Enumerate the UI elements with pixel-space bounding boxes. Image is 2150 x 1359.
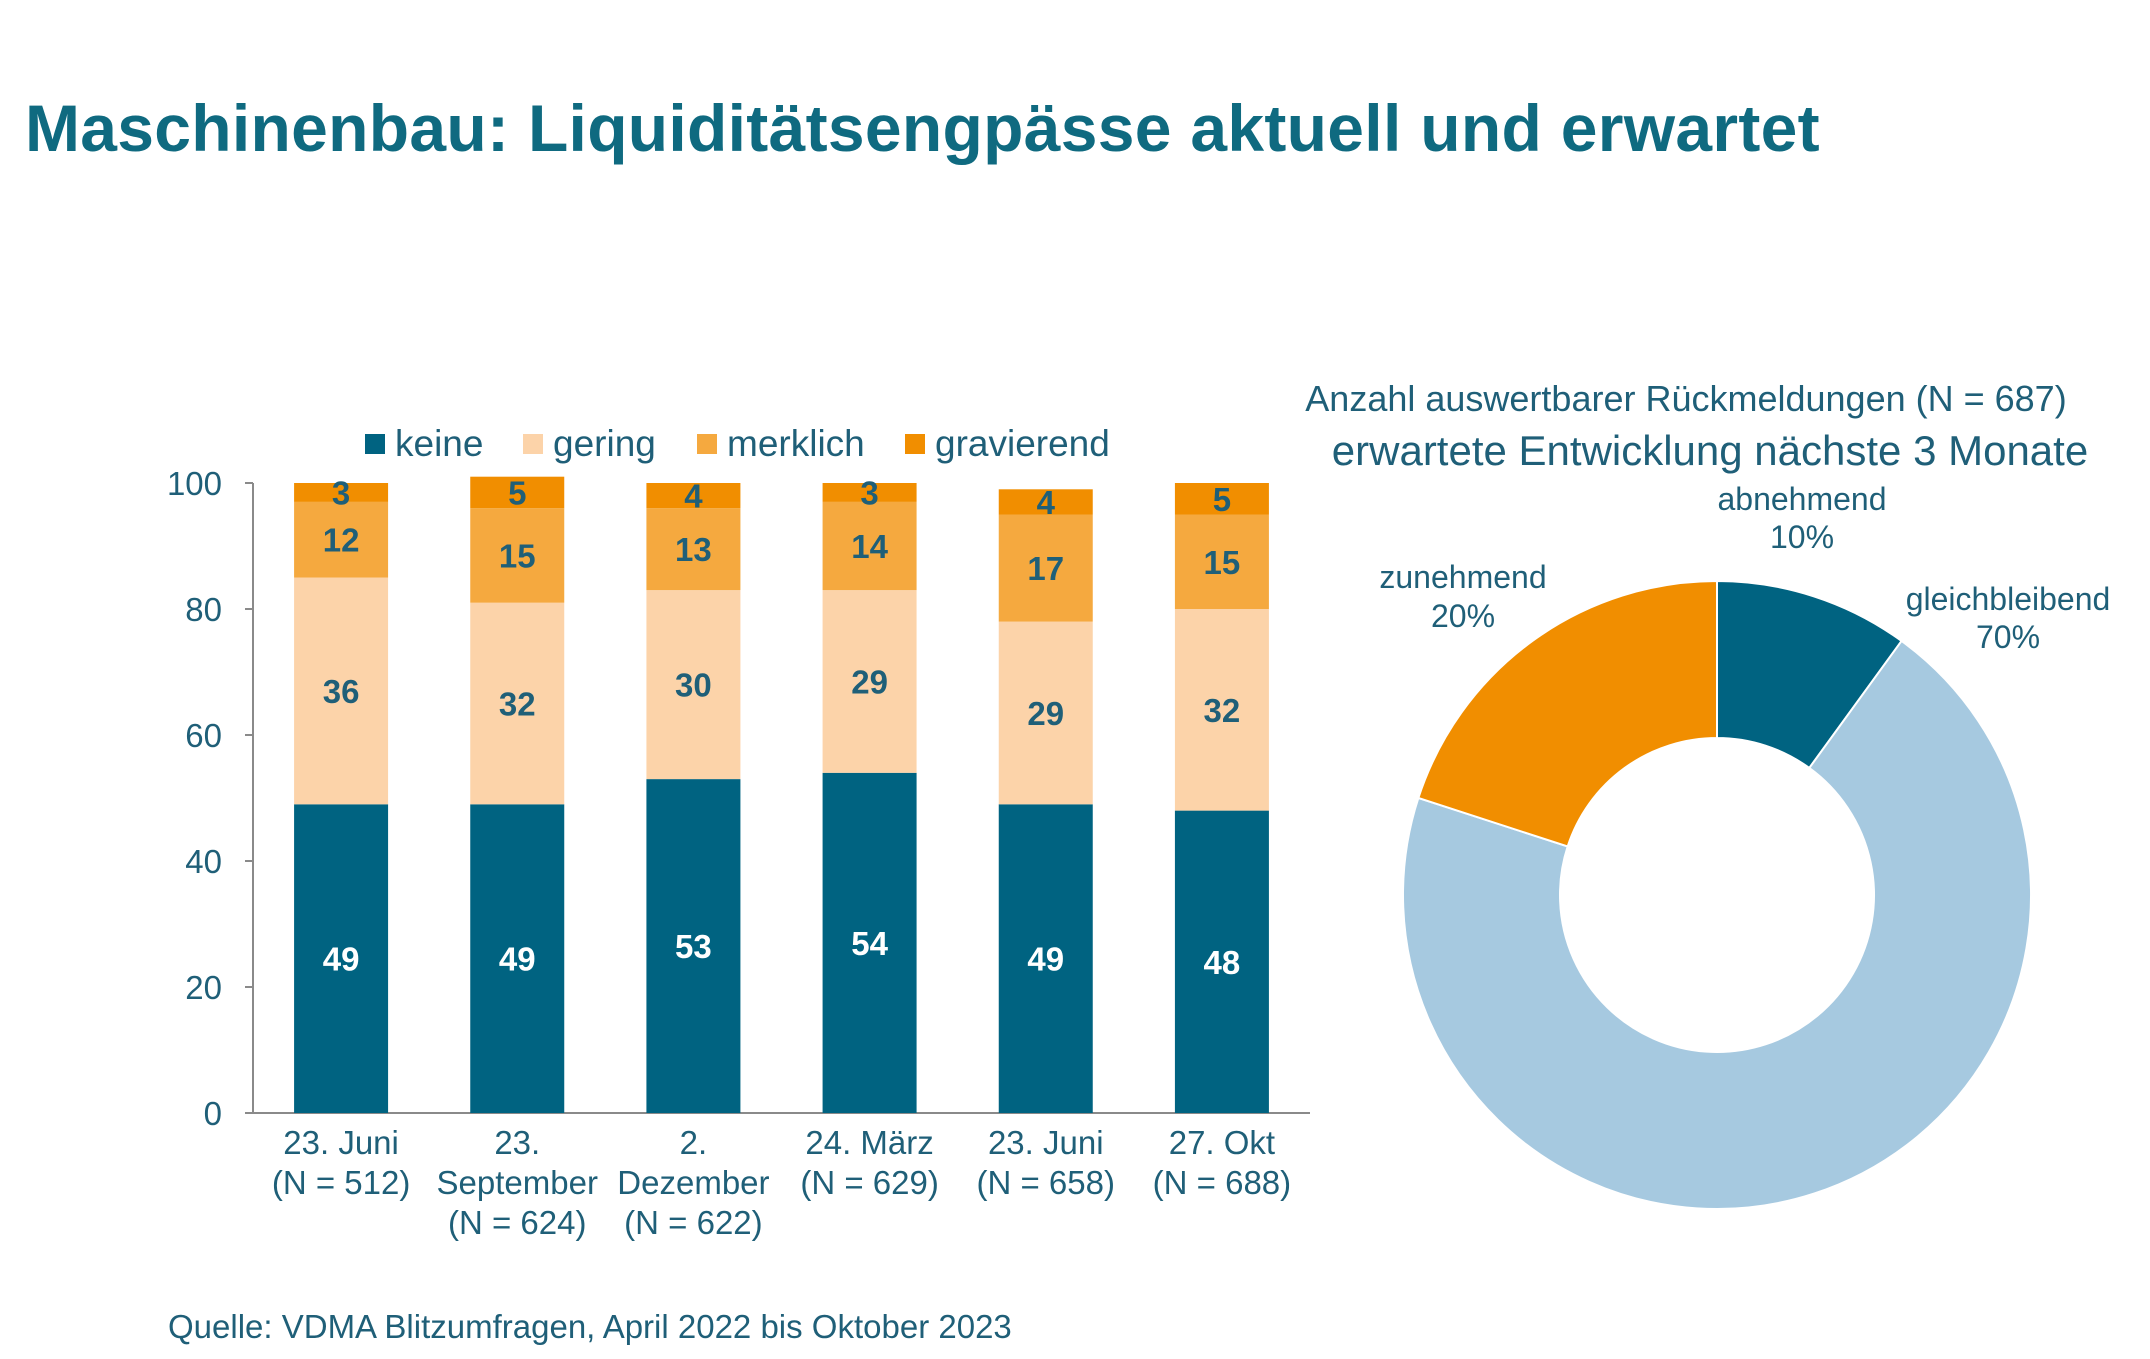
bar-gravierend-0 [294, 483, 389, 502]
data-label-gering-4: 29 [1027, 695, 1064, 732]
bar-gravierend-4 [998, 489, 1093, 515]
y-tick-label: 60 [185, 717, 222, 754]
data-label-gravierend-3: 3 [860, 474, 878, 511]
data-label-keine-3: 54 [851, 925, 888, 962]
data-label-gering-3: 29 [851, 663, 888, 700]
legend-label-keine: keine [395, 423, 483, 464]
data-label-merklich-4: 17 [1027, 550, 1064, 587]
y-tick-label: 80 [185, 591, 222, 628]
source-note: Quelle: VDMA Blitzumfragen, April 2022 b… [168, 1308, 1012, 1345]
bar-gering-3 [822, 590, 917, 773]
bar-gravierend-3 [822, 483, 917, 502]
donut-title: erwartete Entwicklung nächste 3 Monate [1332, 427, 2088, 474]
data-label-keine-4: 49 [1027, 941, 1064, 978]
data-label-gravierend-1: 5 [508, 474, 526, 511]
donut-value-abnehmend: 10% [1770, 519, 1834, 555]
x-tick-label-1: 23. September (N = 624) [437, 1124, 598, 1241]
x-tick-label-2: 2. Dezember (N = 622) [617, 1124, 769, 1241]
bar-gering-5 [1174, 609, 1269, 811]
data-label-merklich-1: 15 [499, 537, 536, 574]
x-tick-label-3: 24. März (N = 629) [800, 1124, 938, 1201]
bar-gering-0 [294, 577, 389, 805]
legend-label-gering: gering [553, 423, 656, 464]
bar-gravierend-5 [1174, 483, 1269, 515]
x-tick-label-5: 27. Okt (N = 688) [1153, 1124, 1291, 1201]
donut-value-zunehmend: 20% [1431, 598, 1495, 634]
bar-merklich-4 [998, 514, 1093, 622]
data-label-merklich-5: 15 [1204, 544, 1241, 581]
bar-keine-5 [1174, 810, 1269, 1113]
bar-gering-1 [470, 602, 565, 805]
bar-keine-4 [998, 804, 1093, 1113]
data-label-merklich-0: 12 [323, 522, 360, 559]
data-label-gering-5: 32 [1204, 692, 1241, 729]
bar-merklich-3 [822, 501, 917, 591]
legend-swatch-gering [523, 434, 543, 454]
data-label-keine-5: 48 [1204, 944, 1241, 981]
data-label-gravierend-2: 4 [684, 478, 703, 515]
donut-value-gleichbleibend: 70% [1976, 619, 2040, 655]
data-label-gering-0: 36 [323, 673, 360, 710]
data-label-gering-2: 30 [675, 667, 712, 704]
bar-keine-3 [822, 772, 917, 1113]
bar-gering-2 [646, 590, 741, 780]
data-label-gravierend-4: 4 [1037, 484, 1056, 521]
legend-label-gravierend: gravierend [935, 423, 1110, 464]
data-label-keine-0: 49 [323, 941, 360, 978]
data-label-gravierend-5: 5 [1213, 481, 1231, 518]
y-tick-label: 40 [185, 843, 222, 880]
bar-merklich-0 [294, 501, 389, 578]
page-title: Maschinenbau: Liquiditätsengpässe aktuel… [25, 91, 1820, 165]
bar-keine-0 [294, 804, 389, 1113]
bar-merklich-5 [1174, 514, 1269, 609]
bar-keine-1 [470, 804, 565, 1113]
donut-chart: Anzahl auswertbarer Rückmeldungen (N = 6… [1305, 378, 2111, 1210]
legend-swatch-gravierend [905, 434, 925, 454]
y-tick-label: 20 [185, 969, 222, 1006]
legend-swatch-merklich [697, 434, 717, 454]
legend-label-merklich: merklich [727, 423, 865, 464]
bar-merklich-1 [470, 508, 565, 603]
donut-label-gleichbleibend: gleichbleibend [1906, 581, 2111, 617]
data-label-gravierend-0: 3 [332, 474, 350, 511]
data-label-merklich-3: 14 [851, 528, 888, 565]
data-label-merklich-2: 13 [675, 531, 712, 568]
donut-label-abnehmend: abnehmend [1717, 481, 1886, 517]
data-label-keine-1: 49 [499, 941, 536, 978]
bar-gering-4 [998, 621, 1093, 805]
bar-gravierend-1 [470, 476, 565, 509]
legend-swatch-keine [365, 434, 385, 454]
donut-subtitle: Anzahl auswertbarer Rückmeldungen (N = 6… [1305, 378, 2066, 419]
x-tick-label-0: 23. Juni (N = 512) [272, 1124, 410, 1201]
data-label-gering-1: 32 [499, 686, 536, 723]
data-label-keine-2: 53 [675, 928, 712, 965]
donut-slice-zunehmend [1417, 579, 1718, 848]
donut-label-zunehmend: zunehmend [1379, 559, 1546, 595]
x-tick-label-4: 23. Juni (N = 658) [977, 1124, 1115, 1201]
bar-gravierend-2 [646, 483, 741, 509]
donut-slice-gleichbleibend [1402, 639, 2032, 1210]
y-tick-label: 0 [204, 1095, 222, 1132]
bar-merklich-2 [646, 508, 741, 591]
y-tick-label: 100 [167, 465, 222, 502]
bar-keine-2 [646, 779, 741, 1113]
